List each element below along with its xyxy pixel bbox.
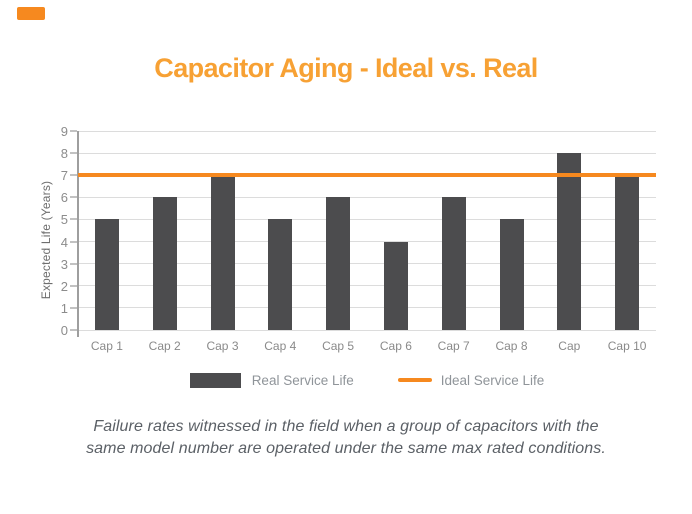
x-label-9: Cap 10 [607,339,647,353]
y-tick-label-8: 8 [60,146,68,162]
bar-cap-7 [441,197,466,330]
y-axis-tick-4 [70,240,77,243]
x-label-8: Cap [558,339,581,353]
gridline-y-8 [78,152,656,154]
y-axis-line [77,131,79,337]
y-tick-label-3: 3 [60,256,68,272]
y-axis-tick-8 [70,152,77,155]
y-axis-tick-5 [70,218,77,221]
x-label-0: Cap 1 [90,339,123,353]
caption: Failure rates witnessed in the field whe… [0,416,692,460]
bar-cap-2 [152,197,177,330]
y-tick-label-4: 4 [60,234,68,250]
gridline-y-6 [78,196,656,198]
legend-label-ideal-service-life: Ideal Service Life [440,372,545,388]
gridline-y-5 [78,218,656,220]
y-axis-tick-2 [70,284,77,287]
x-label-6: Cap 7 [437,339,470,353]
x-label-5: Cap 6 [379,339,412,353]
y-axis-tick-0 [70,329,77,331]
bar-cap-3 [210,175,235,330]
bar-cap-8 [499,219,524,330]
x-label-3: Cap 4 [264,339,297,353]
y-tick-label-0: 0 [60,323,68,338]
gridline-y-4 [78,241,656,243]
plot-area: 0 1 2 3 4 5 6 7 8 9 Cap 1 Cap 2 Cap 3 Cap 4 Cap 5 Cap 6… [61,124,656,353]
y-tick-label-2: 2 [60,278,68,294]
bar-cap [557,153,582,330]
x-label-1: Cap 2 [148,339,181,353]
caption-line-1: Failure rates witnessed in the field whe… [93,418,599,435]
y-axis-tick-3 [70,262,77,265]
y-tick-label-5: 5 [60,212,68,228]
y-axis-tick-9 [70,130,77,132]
bar-cap-1 [94,219,119,330]
bar-cap-5 [326,197,351,330]
bar-cap-6 [383,241,408,330]
gridline-y-3 [78,263,656,265]
chart-title: Capacitor Aging - Ideal vs. Real [154,53,538,83]
y-tick-label-7: 7 [60,168,68,184]
y-tick-label-6: 6 [60,190,68,206]
legend-label-real-service-life: Real Service Life [251,372,354,388]
y-axis-tick-7 [70,174,77,177]
gridline-y-2 [78,285,656,287]
legend-swatch-real-service-life [189,372,241,388]
y-tick-label-1: 1 [60,300,68,316]
x-label-4: Cap 5 [322,339,355,353]
y-tick-label-9: 9 [60,124,68,139]
brand-accent-block [17,7,45,20]
legend-swatch-ideal-service-life [397,378,432,382]
legend: Real Service Life Ideal Service Life [78,370,656,390]
x-label-7: Cap 8 [495,339,528,353]
ideal-service-life-line [78,173,656,178]
gridline-y-9 [78,130,656,132]
caption-line-2: same model number are operated under the… [86,440,606,457]
y-axis-tick-1 [70,306,77,309]
gridline-y-1 [78,307,656,309]
y-axis-tick-6 [70,196,77,199]
gridline-y-0 [78,329,656,331]
bar-cap-4 [268,219,293,330]
bar-cap-10 [615,175,640,330]
x-label-2: Cap 3 [206,339,239,353]
